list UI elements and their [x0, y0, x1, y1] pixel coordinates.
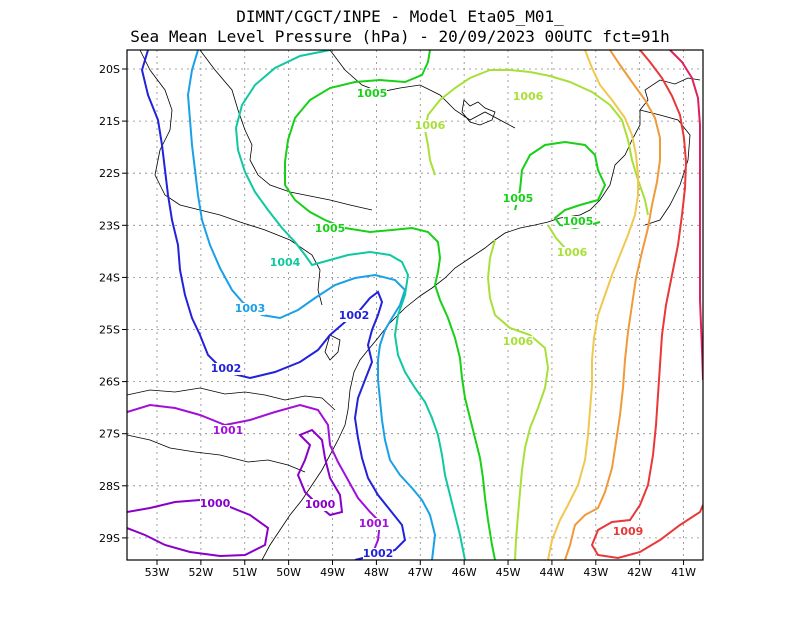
island-outline: [324, 334, 341, 361]
y-tick-label: 27S: [99, 428, 120, 441]
x-tick-label: 46W: [452, 566, 477, 579]
x-tick-label: 49W: [320, 566, 345, 579]
y-tick-label: 28S: [99, 480, 120, 493]
contour-label: 1009: [613, 525, 644, 538]
coastline: [127, 50, 701, 560]
contour-label-bg: [363, 548, 393, 560]
x-tick-label: 47W: [408, 566, 433, 579]
y-tick-label: 21S: [99, 115, 120, 128]
contour-1002: [140, 50, 407, 560]
inland-border-4: [199, 50, 373, 211]
contour-label-bg: [359, 518, 389, 530]
x-tick-label: 53W: [145, 566, 170, 579]
inland-border-1: [139, 50, 323, 306]
inland-border-2: [127, 387, 336, 411]
contour-label: 1005: [357, 87, 388, 100]
chart-title-line-1: DIMNT/CGCT/INPE - Model Eta05_M01_: [236, 7, 564, 26]
contour-label-bg: [415, 120, 445, 132]
contour-label: 1006: [503, 335, 534, 348]
contour-label-bg: [315, 223, 345, 235]
contour-label-bg: [613, 526, 643, 538]
contour-label: 1005: [503, 192, 534, 205]
contour-label-bg: [211, 363, 241, 375]
contour-1003: [186, 50, 437, 560]
contour-label: 1005: [315, 222, 346, 235]
y-tick-label: 25S: [99, 324, 120, 337]
contour-1000-a: [127, 498, 270, 558]
x-tick-label: 45W: [496, 566, 521, 579]
contour-label-bg: [503, 193, 533, 205]
inland-border-6: [639, 109, 691, 226]
contour-label: 1002: [363, 547, 394, 560]
x-tick-label: 41W: [671, 566, 696, 579]
contour-label: 1004: [270, 256, 301, 269]
contour-label: 1001: [359, 517, 390, 530]
contour-1010: [669, 50, 703, 381]
y-tick-label: 23S: [99, 219, 120, 232]
contour-label: 1006: [557, 246, 588, 259]
y-tick-label: 20S: [99, 63, 120, 76]
contour-label-bg: [513, 91, 543, 103]
contour-label-bg: [357, 88, 387, 100]
contour-label-bg: [557, 247, 587, 259]
contour-label: 1002: [339, 309, 370, 322]
contour-label-bg: [213, 425, 243, 437]
contour-label-bg: [563, 216, 593, 228]
contour-label-bg: [305, 499, 335, 511]
contour-label-bg: [270, 257, 300, 269]
contour-1005-main: [284, 50, 496, 560]
contour-1005-east: [514, 140, 607, 230]
x-tick-label: 52W: [188, 566, 213, 579]
x-tick-label: 42W: [627, 566, 652, 579]
contour-1001: [127, 403, 382, 560]
inland-border-3: [127, 434, 306, 473]
contour-label: 1002: [211, 362, 242, 375]
y-tick-label: 29S: [99, 532, 120, 545]
contour-label-bg: [235, 303, 265, 315]
contour-label-bg: [200, 498, 230, 510]
bay-outline: [461, 99, 496, 126]
chart-title-line-2: Sea Mean Level Pressure (hPa) - 20/09/20…: [130, 27, 670, 46]
y-tick-label: 26S: [99, 376, 120, 389]
contour-1007: [547, 50, 639, 560]
x-tick-label: 44W: [539, 566, 564, 579]
contour-label: 1000: [305, 498, 336, 511]
contour-1006-south: [486, 239, 550, 560]
x-axis-ticks: 53W 52W 51W 50W 49W 48W 47W 46W 45W 44W 43W 42W 41W: [145, 560, 696, 579]
contour-label: 1005: [563, 215, 594, 228]
x-tick-label: 51W: [232, 566, 257, 579]
x-tick-label: 43W: [583, 566, 608, 579]
x-tick-label: 48W: [364, 566, 389, 579]
y-tick-label: 22S: [99, 167, 120, 180]
y-axis-ticks: 20S 21S 22S 23S 24S 25S 26S 27S 28S 29S: [99, 63, 127, 545]
contour-label: 1003: [235, 302, 266, 315]
y-tick-label: 24S: [99, 271, 120, 284]
contour-1000-b: [296, 428, 344, 517]
contour-labels: 1005 1006 1006 1005 1005 1005 1006 1004 1003 1002…: [200, 87, 644, 560]
contour-1008: [564, 50, 661, 560]
contour-1004: [234, 50, 466, 560]
contour-label-bg: [339, 310, 369, 322]
contour-label: 1006: [513, 90, 544, 103]
contour-label: 1000: [200, 497, 231, 510]
coast-line-path: [261, 77, 701, 560]
contour-1009: [590, 50, 703, 560]
contour-label: 1001: [213, 424, 244, 437]
contour-label: 1006: [415, 119, 446, 132]
x-tick-label: 50W: [276, 566, 301, 579]
plot-frame: [126, 49, 704, 561]
contour-label-bg: [503, 336, 533, 348]
